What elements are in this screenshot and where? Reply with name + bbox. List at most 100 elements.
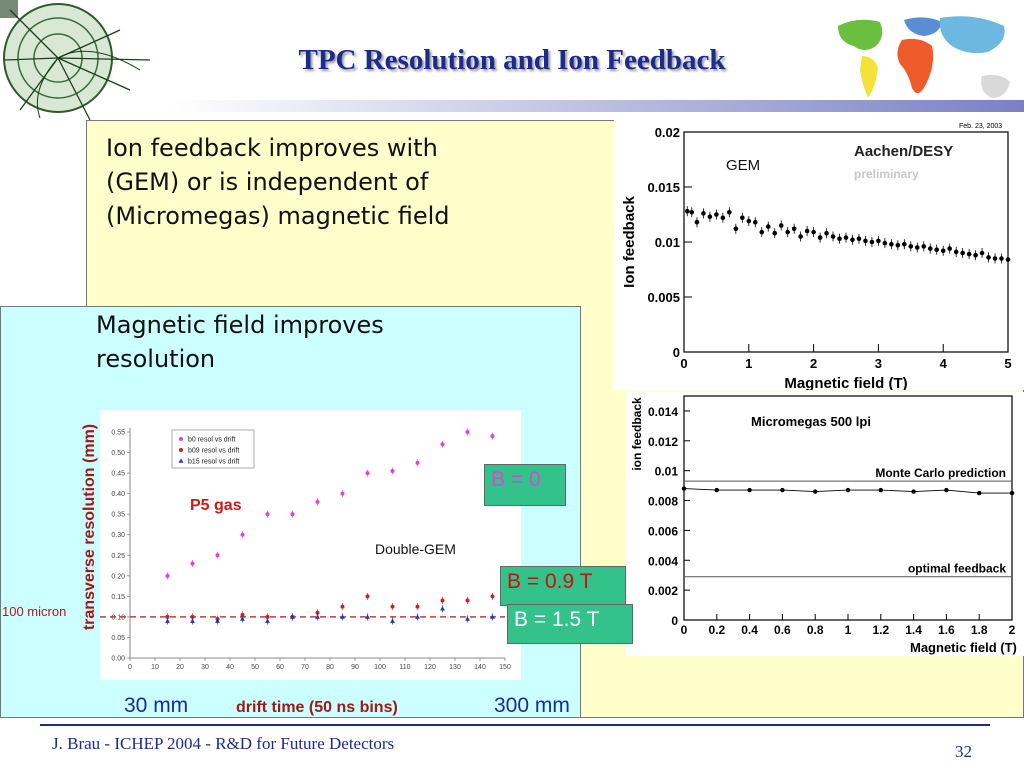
gem-x-tick-label: 5 [1004, 356, 1011, 371]
resolution-y-tick-label: 0.50 [111, 450, 125, 457]
micromegas-y-axis-label: ion feedback [630, 397, 644, 471]
resolution-data-point [465, 616, 470, 621]
resolution-chart: 0.00 0.05 0.10 0.15 0.20 0.25 0.30 0.35 0.40 0.45… [100, 410, 521, 680]
micromegas-data-point [845, 487, 851, 493]
gem-data-point [973, 252, 978, 258]
gem-data-point [837, 236, 842, 241]
resolution-data-point [490, 434, 495, 439]
micromegas-x-tick-label: 1.6 [938, 623, 955, 637]
resolution-x-tick-label: 80 [326, 664, 334, 671]
resolution-x-tick-label: 150 [499, 664, 511, 671]
gem-date-label: Feb. 23, 2003 [959, 123, 1002, 130]
gem-data-point [914, 245, 920, 250]
gem-ion-feedback-chart: 0 0.005 0.01 0.015 0.02 0 1 2 3 4 5 Feb. 23, 2003… [614, 118, 1024, 390]
gem-x-tick-label: 0 [680, 356, 687, 371]
gem-data-point [689, 210, 695, 215]
resolution-data-point [265, 618, 270, 623]
resolution-data-point [440, 598, 445, 603]
gem-chart-subtitle: preliminary [854, 167, 919, 181]
resolution-x-tick-label: 120 [424, 664, 436, 671]
30mm-label: 30 mm [124, 694, 189, 717]
resolution-data-point [290, 614, 295, 619]
gem-data-point [850, 237, 855, 243]
resolution-y-tick-label: 0.20 [111, 573, 125, 580]
micromegas-y-tick-label: 0.006 [648, 524, 678, 538]
micromegas-data-point [780, 487, 785, 493]
gem-y-tick-label: 0.02 [655, 125, 680, 140]
micromegas-x-tick-label: 0.6 [774, 623, 791, 637]
300mm-label: 300 mm [494, 694, 570, 717]
gem-data-point [733, 226, 739, 232]
resolution-legend-marker [178, 458, 184, 463]
footer-line [40, 724, 990, 726]
resolution-x-tick-label: 70 [301, 664, 309, 671]
gem-data-point [953, 249, 959, 255]
resolution-y-tick-label: 0.35 [111, 512, 125, 519]
micromegas-x-tick-label: 2 [1009, 623, 1016, 637]
resolution-legend-label: b09 resol vs drift [188, 448, 239, 455]
resolution-data-point [440, 442, 445, 447]
micromegas-x-tick-label: 1.2 [872, 623, 889, 637]
micromegas-y-tick-label: 0.012 [648, 435, 678, 449]
resolution-x-tick-label: 90 [351, 664, 359, 671]
tag-b0: B = 0 [484, 464, 566, 506]
resolution-data-point [190, 614, 195, 619]
tag-b15: B = 1.5 T [507, 604, 633, 644]
micromegas-data-point [813, 489, 818, 494]
micromegas-x-axis-label: Magnetic field (T) [910, 640, 1017, 655]
gem-data-point [830, 234, 836, 239]
gem-data-point [804, 228, 810, 234]
resolution-x-tick-label: 140 [474, 664, 486, 671]
resolution-legend-label: b15 resol vs drift [188, 459, 239, 466]
micromegas-y-tick-label: 0.008 [648, 495, 678, 509]
gem-data-point [694, 219, 700, 225]
gem-data-point [727, 210, 732, 215]
gem-data-point [947, 246, 952, 251]
gem-data-point [791, 226, 797, 232]
micromegas-data-point [911, 489, 916, 494]
gem-data-point [895, 243, 901, 248]
100-micron-label: 100 micron [2, 604, 67, 619]
gem-data-point [824, 230, 829, 236]
gem-data-point [960, 250, 965, 256]
micromegas-x-tick-label: 1.8 [971, 623, 988, 637]
monte-carlo-label: Monte Carlo prediction [875, 466, 1006, 480]
gem-data-point [876, 238, 881, 244]
resolution-data-point [240, 612, 245, 617]
resolution-data-point [290, 512, 295, 517]
gem-y-tick-label: 0.005 [647, 290, 680, 305]
micromegas-data-point [714, 487, 719, 493]
micromegas-x-tick-label: 1.4 [905, 623, 922, 637]
gem-data-point [882, 240, 888, 246]
resolution-data-point [340, 604, 345, 609]
resolution-data-point [165, 618, 170, 623]
resolution-y-tick-label: 0.30 [111, 532, 125, 539]
resolution-data-point [390, 469, 395, 474]
resolution-data-point [190, 618, 195, 623]
resolution-y-tick-label: 0.15 [111, 594, 125, 601]
gem-data-point [798, 234, 803, 239]
micromegas-data-point [977, 490, 982, 496]
gem-x-tick-label: 4 [940, 356, 948, 371]
micromegas-y-tick-label: 0.004 [648, 554, 678, 568]
p5-gas-label: P5 gas [190, 497, 242, 514]
micromegas-ion-feedback-chart: 0 0.002 0.004 0.006 0.008 0.01 0.012 0.014 0 0.2… [626, 392, 1024, 656]
gem-chart-title: Aachen/DESY [854, 143, 953, 160]
resolution-x-tick-label: 0 [128, 664, 132, 671]
resolution-data-point [240, 532, 245, 537]
resolution-data-point [215, 553, 220, 558]
micromegas-x-tick-label: 0 [681, 623, 688, 637]
resolution-data-point [415, 460, 420, 465]
gem-data-point [843, 235, 849, 240]
optimal-feedback-label: optimal feedback [908, 562, 1006, 576]
resolution-y-tick-label: 0.45 [111, 471, 125, 478]
resolution-y-tick-label: 0.00 [111, 656, 125, 663]
resolution-data-point [265, 614, 270, 619]
gem-data-point [986, 255, 991, 260]
gem-x-tick-label: 3 [875, 356, 882, 371]
resolution-data-point [240, 616, 245, 621]
gem-data-point [927, 246, 933, 251]
resolution-x-axis-label: drift time (50 ns bins) [236, 699, 398, 716]
resolution-data-point [265, 512, 270, 517]
page-number: 32 [955, 742, 972, 761]
